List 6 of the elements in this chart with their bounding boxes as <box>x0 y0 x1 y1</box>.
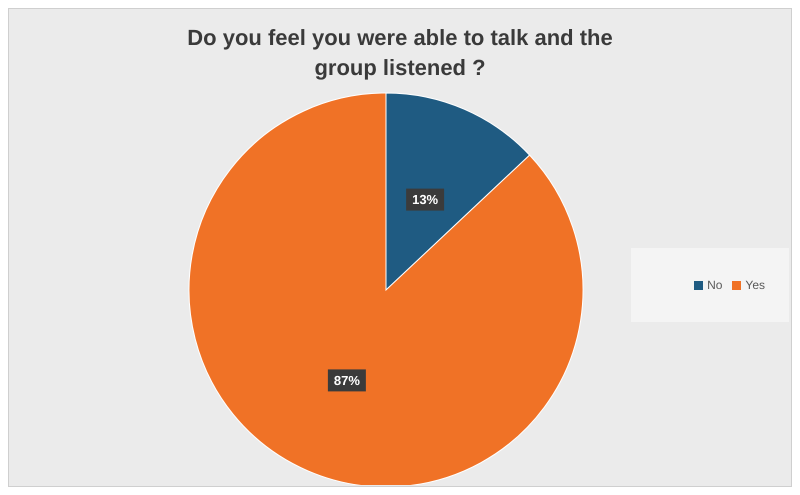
data-label: 87% <box>334 372 360 388</box>
legend-label: No <box>707 278 722 292</box>
legend-label: Yes <box>745 278 765 292</box>
data-label: 13% <box>412 192 439 208</box>
chart-title: Do you feel you were able to talk and the group listened ? <box>186 24 614 82</box>
pie-slice <box>188 92 584 485</box>
